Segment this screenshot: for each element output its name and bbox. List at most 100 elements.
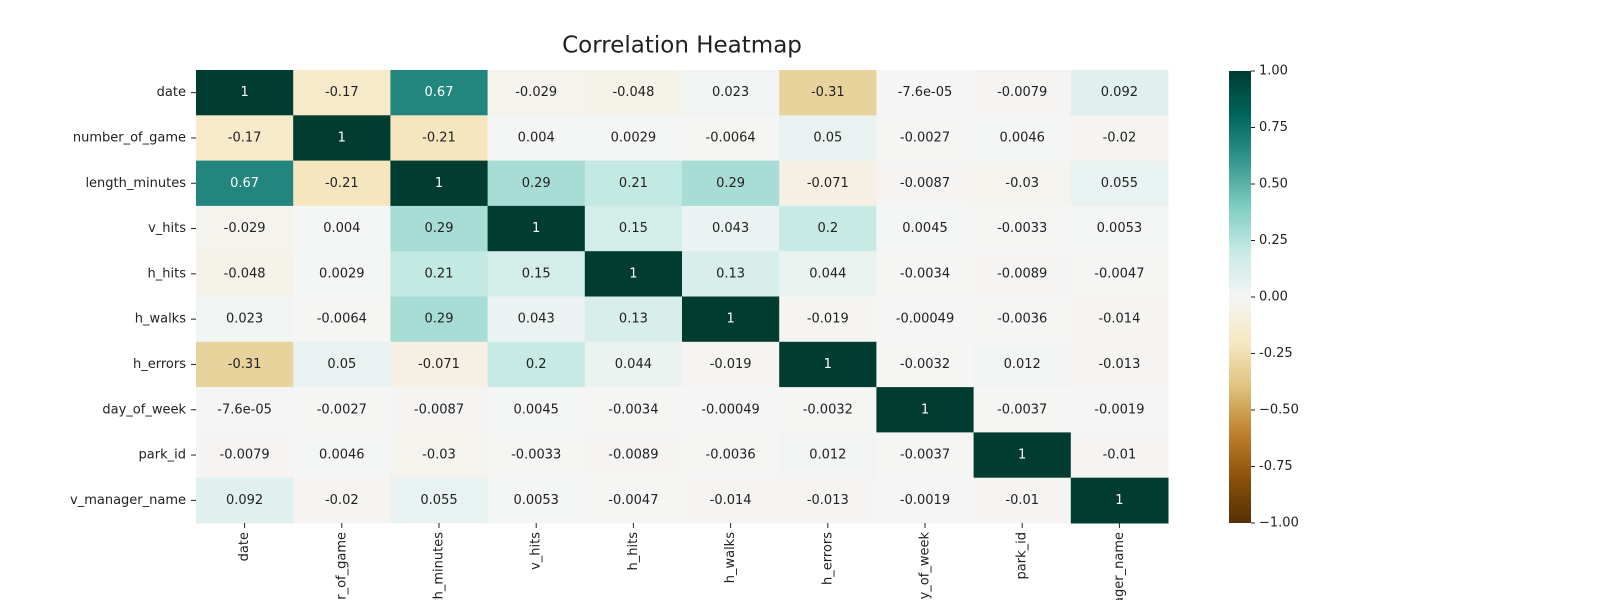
heatmap-cell (293, 296, 391, 343)
heatmap-cell (487, 477, 586, 524)
heatmap-cell (973, 477, 1072, 524)
cell-label: 0.0053 (513, 493, 559, 508)
cell-label: 0.67 (230, 176, 259, 191)
heatmap-cell (196, 70, 294, 116)
heatmap-cell (293, 387, 391, 433)
heatmap-cell (876, 205, 975, 252)
cell-label: -0.0037 (900, 448, 950, 463)
cell-label: 1 (824, 357, 832, 372)
heatmap-cell (584, 296, 683, 343)
heatmap-cell (1070, 387, 1169, 433)
heatmap-cell (487, 296, 586, 343)
cell-label: -0.0027 (900, 130, 950, 145)
heatmap-cell (584, 477, 683, 524)
cell-label: -0.014 (1098, 312, 1140, 327)
colorbar-tick-label: -0.75 (1259, 459, 1293, 474)
cell-label: 0.012 (809, 448, 846, 463)
cell-label: -0.00049 (896, 312, 954, 327)
heatmap-cell (973, 432, 1072, 479)
cell-label: 0.023 (226, 312, 263, 327)
cell-label: 0.2 (817, 221, 838, 236)
cell-label: -0.21 (325, 176, 359, 191)
colorbar-tick-label: 0.50 (1259, 177, 1288, 192)
cell-label: -0.029 (515, 85, 557, 100)
cell-label: -0.0034 (900, 266, 950, 281)
cell-label: 1 (338, 130, 346, 145)
y-tick-label: h_errors (133, 357, 186, 372)
heatmap-cell (682, 477, 780, 524)
cell-label: 0.012 (1004, 357, 1041, 372)
heatmap-cell (293, 160, 391, 207)
heatmap-cell (293, 70, 391, 116)
cell-label: 0.092 (1101, 85, 1138, 100)
heatmap-cell (682, 341, 780, 388)
heatmap-cell (487, 341, 586, 388)
heatmap-cell (1070, 296, 1169, 343)
heatmap-cell (876, 160, 975, 207)
colorbar-tick-label: 1.00 (1259, 64, 1288, 79)
x-tick-label: day_of_week (918, 532, 933, 600)
cell-label: -0.03 (422, 448, 456, 463)
heatmap-cell (196, 205, 294, 252)
cell-label: -0.0019 (900, 493, 950, 508)
cell-label: 0.05 (813, 130, 842, 145)
y-tick-label: v_manager_name (70, 493, 186, 508)
y-tick-label: v_hits (148, 221, 186, 236)
cell-label: 0.13 (619, 312, 648, 327)
heatmap-cell (682, 432, 780, 479)
heatmap-cell (584, 70, 683, 116)
cell-label: -0.0089 (608, 448, 658, 463)
y-tick-label: h_walks (135, 312, 186, 327)
heatmap-cell (293, 341, 391, 388)
cell-label: -0.019 (710, 357, 752, 372)
cell-label: -0.0033 (511, 448, 561, 463)
heatmap-cell (196, 296, 294, 343)
cell-label: 1 (921, 402, 929, 417)
cell-label: -0.0087 (900, 176, 950, 191)
heatmap-cell (487, 387, 586, 433)
heatmap-cell (973, 70, 1072, 116)
cell-label: 0.0029 (611, 130, 657, 145)
cell-label: -0.31 (228, 357, 262, 372)
heatmap-cell (196, 341, 294, 388)
heatmap-cell (584, 205, 683, 252)
heatmap-cell (876, 477, 975, 524)
cell-label: 0.67 (425, 85, 454, 100)
cell-label: 0.0029 (319, 266, 365, 281)
heatmap-cell (973, 115, 1072, 162)
cell-label: 1 (532, 221, 540, 236)
heatmap-cell (682, 387, 780, 433)
cell-label: -0.02 (325, 493, 359, 508)
colorbar-tick-label: 0.75 (1259, 120, 1288, 135)
heatmap-cell (390, 251, 489, 297)
cell-label: -0.0047 (608, 493, 658, 508)
cell-label: 1 (1115, 493, 1123, 508)
cell-label: -0.0037 (997, 402, 1047, 417)
cell-label: -0.31 (811, 85, 845, 100)
heatmap-cell (876, 387, 975, 433)
heatmap-cell (876, 70, 975, 116)
cell-label: 0.29 (425, 221, 454, 236)
cell-label: 0.21 (425, 266, 454, 281)
heatmap-cell (293, 205, 391, 252)
cell-label: -0.0032 (803, 402, 853, 417)
colorbar-tick-label: 0.00 (1259, 290, 1288, 305)
heatmap-cell (682, 70, 780, 116)
cell-label: -7.6e-05 (898, 85, 953, 100)
cell-label: -0.0064 (706, 130, 756, 145)
heatmap-cell (973, 341, 1072, 388)
x-tick-label: h_hits (626, 532, 641, 571)
cell-label: 0.29 (716, 176, 745, 191)
y-tick-label: number_of_game (73, 130, 186, 145)
cell-label: -0.0064 (317, 312, 367, 327)
x-tick-label: number_of_game (334, 532, 349, 600)
heatmap-cell (196, 251, 294, 297)
heatmap-cell (779, 70, 877, 116)
heatmap-cell (1070, 432, 1169, 479)
cell-label: 0.004 (323, 221, 360, 236)
cell-label: 1 (629, 266, 637, 281)
cell-label: -0.17 (325, 85, 359, 100)
cell-label: -0.0079 (997, 85, 1047, 100)
heatmap-cell (973, 387, 1072, 433)
heatmap-cell (1070, 160, 1169, 207)
